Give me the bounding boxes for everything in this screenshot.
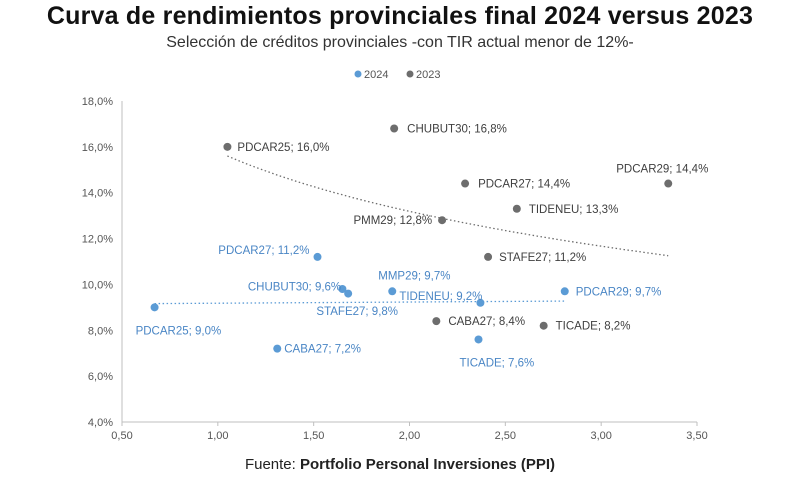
point-label-2023: PMM29; 12,8% [353, 215, 432, 227]
point-label-2024: CHUBUT30; 9,6% [248, 282, 341, 294]
point-2024 [560, 287, 569, 296]
point-label-2024: PDCAR29; 9,7% [576, 286, 662, 298]
point-2024 [474, 335, 483, 344]
point-label-2024: PDCAR27; 11,2% [218, 245, 309, 257]
point-2024 [313, 252, 322, 261]
legend-label-2024: 2024 [364, 69, 388, 81]
legend-label-2023: 2023 [416, 69, 440, 81]
point-2023 [390, 124, 399, 133]
legend-marker-2023 [406, 70, 414, 78]
point-label-2023: STAFE27; 11,2% [499, 252, 586, 264]
data-labels: PDCAR25; 9,0% CABA27; 7,2% PDCAR27; 11,2% S… [136, 124, 709, 370]
y-tick-label: 8,0% [88, 325, 113, 337]
point-2024 [476, 298, 485, 307]
source-note: Fuente: Portfolio Personal Inversiones (… [0, 456, 800, 473]
point-2023 [223, 142, 232, 151]
point-2024 [273, 344, 282, 353]
point-label-2024: MMP29; 9,7% [378, 270, 450, 282]
point-2023 [539, 321, 548, 330]
legend-marker-2024 [354, 70, 362, 78]
point-label-2023: PDCAR25; 16,0% [237, 142, 329, 154]
point-label-2024: STAFE27; 9,8% [316, 306, 398, 318]
x-tick-label: 0,50 [111, 430, 132, 442]
axes: 4,0% 6,0% 8,0% 10,0% 12,0% 14,0% 16,0% 18,0% 0,5… [82, 96, 708, 442]
point-label-2023: PDCAR29; 14,4% [616, 164, 708, 176]
trendline-2024 [154, 300, 565, 305]
x-tick-label: 1,00 [207, 430, 228, 442]
point-label-2023: TIDENEU; 13,3% [529, 204, 618, 216]
x-tick-label: 1,50 [303, 430, 324, 442]
y-tick-label: 4,0% [88, 417, 113, 429]
point-label-2024: TIDENEU; 9,2% [399, 291, 482, 303]
point-2023 [664, 179, 673, 188]
scatter-chart: 2024 2023 4,0% 6,0% 8,0% 10,0% 12,0% 14,0% 16,0… [82, 69, 709, 442]
point-label-2023: CABA27; 8,4% [448, 316, 525, 328]
point-2023 [438, 216, 447, 225]
y-tick-label: 16,0% [82, 142, 113, 154]
point-label-2023: PDCAR27; 14,4% [478, 179, 570, 191]
y-tick-label: 12,0% [82, 234, 113, 246]
point-label-2024: TICADE; 7,6% [460, 357, 535, 369]
source-prefix: Fuente: [244, 456, 300, 473]
trendlines [154, 155, 669, 305]
x-tick-label: 3,50 [686, 430, 707, 442]
point-2024 [344, 289, 353, 298]
point-2024 [338, 285, 347, 294]
point-label-2023: CHUBUT30; 16,8% [407, 124, 507, 136]
data-points [150, 124, 673, 353]
point-label-2024: CABA27; 7,2% [284, 344, 361, 356]
source-name: Portfolio Personal Inversiones (PPI) [299, 456, 556, 473]
point-2024 [388, 287, 397, 296]
legend: 2024 2023 [354, 69, 440, 81]
chart-title: Curva de rendimientos provinciales final… [46, 2, 754, 30]
y-tick-label: 6,0% [88, 371, 113, 383]
point-2023 [432, 317, 441, 326]
point-2023 [461, 179, 470, 188]
x-tick-label: 3,00 [590, 430, 611, 442]
chart-subtitle: Selección de créditos provinciales -con … [166, 34, 634, 51]
y-tick-label: 18,0% [82, 96, 113, 108]
point-label-2023: TICADE; 8,2% [556, 321, 631, 333]
point-2023 [512, 204, 521, 213]
x-tick-label: 2,00 [399, 430, 420, 442]
point-2024 [150, 303, 159, 312]
point-2023 [484, 252, 493, 261]
y-tick-label: 10,0% [82, 279, 113, 291]
y-tick-label: 14,0% [82, 188, 113, 200]
x-tick-label: 2,50 [495, 430, 516, 442]
point-label-2024: PDCAR25; 9,0% [136, 325, 222, 337]
